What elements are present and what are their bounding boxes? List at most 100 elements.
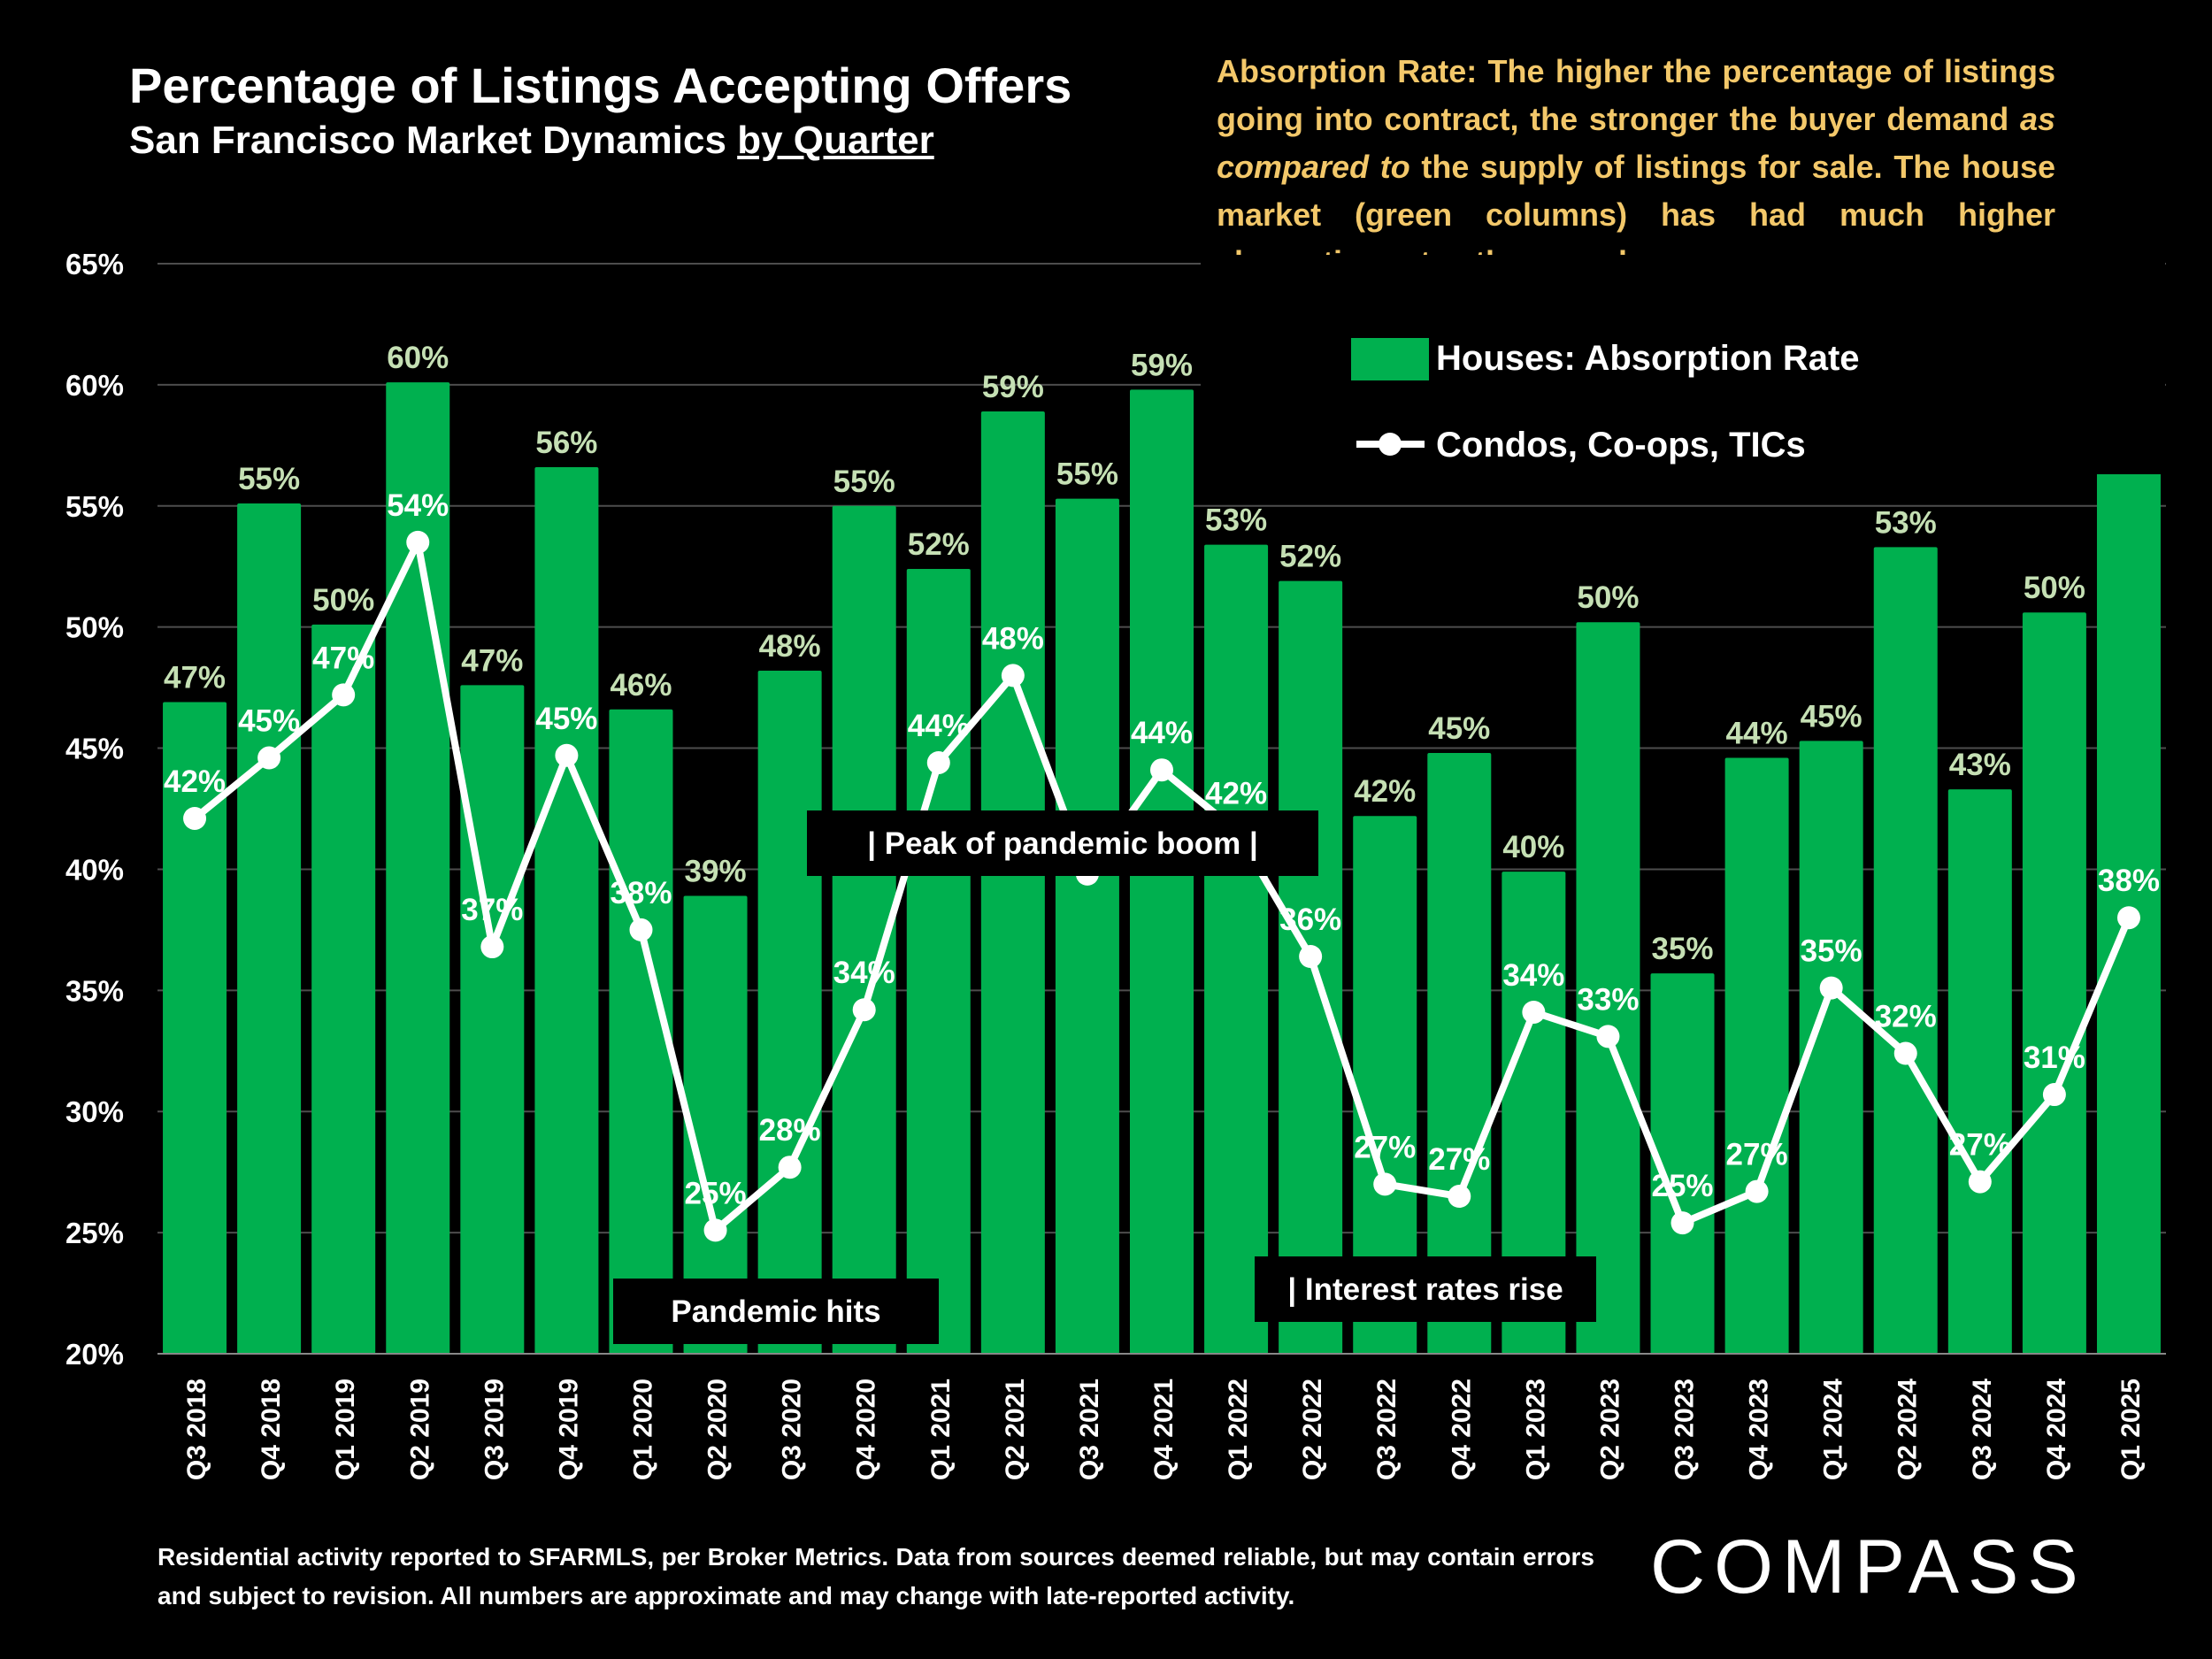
x-tick-label: Q3 2020 (778, 1379, 807, 1480)
condo-point (1373, 1172, 1397, 1196)
bar (386, 382, 450, 1354)
subtitle-text: San Francisco Market Dynamics (129, 119, 738, 162)
condo-point (629, 918, 653, 941)
x-tick-label: Q3 2024 (1968, 1379, 1997, 1480)
x-tick-label: Q4 2023 (1745, 1379, 1774, 1480)
condo-point (703, 1218, 727, 1242)
legend-line-marker (1379, 433, 1402, 456)
bar-data-label: 35% (1651, 932, 1713, 966)
bar (1502, 872, 1566, 1354)
condo-data-label: 27% (1949, 1128, 2011, 1163)
note-part1: Absorption Rate: The higher the percenta… (1217, 53, 2055, 137)
condo-point (1299, 945, 1323, 969)
chart-title: Percentage of Listings Accepting Offers (129, 58, 1072, 113)
condo-data-label: 27% (1428, 1142, 1490, 1177)
condo-data-label: 31% (2024, 1041, 2085, 1075)
x-tick-label: Q1 2019 (331, 1379, 360, 1480)
condo-point (480, 935, 504, 959)
y-tick-label: 25% (65, 1217, 124, 1249)
bar (1576, 622, 1640, 1354)
condo-data-label: 32% (1875, 1000, 1937, 1034)
y-tick-label: 55% (65, 490, 124, 523)
bar-data-label: 40% (1502, 830, 1564, 864)
condo-point (1448, 1185, 1471, 1209)
condo-data-label: 47% (312, 641, 374, 675)
bar (1204, 544, 1269, 1354)
condo-point (1671, 1211, 1694, 1235)
bar-data-label: 43% (1949, 748, 2011, 782)
y-tick-label: 30% (65, 1095, 124, 1128)
condo-data-label: 25% (685, 1176, 747, 1210)
condo-data-label: 28% (759, 1113, 821, 1148)
bar (980, 411, 1045, 1355)
annotation-label: | Interest rates rise (1287, 1272, 1563, 1307)
bar (1947, 789, 2012, 1354)
condo-data-label: 27% (1354, 1130, 1416, 1164)
bar (1724, 757, 1789, 1354)
condo-data-label: 25% (1651, 1169, 1713, 1203)
bar (311, 624, 376, 1354)
condo-point (1893, 1041, 1917, 1065)
bar-data-label: 52% (908, 527, 970, 562)
x-tick-label: Q3 2023 (1671, 1379, 1700, 1480)
legend-condos-label: Condos, Co-ops, TICs (1436, 426, 1806, 465)
bar-data-label: 53% (1875, 505, 1937, 540)
x-tick-label: Q2 2021 (1001, 1379, 1030, 1480)
bar-data-label: 42% (1354, 774, 1416, 809)
bar-data-label: 52% (1279, 540, 1341, 574)
x-tick-label: Q4 2019 (554, 1379, 583, 1480)
x-tick-label: Q1 2022 (1224, 1379, 1253, 1480)
bar-data-label: 46% (610, 668, 672, 703)
condo-point (555, 743, 579, 767)
bar (1427, 753, 1492, 1354)
condo-point (1819, 976, 1843, 1000)
condo-data-label: 45% (238, 704, 300, 739)
x-tick-label: Q4 2018 (257, 1379, 286, 1480)
bar-data-label: 44% (1726, 717, 1788, 751)
x-tick-label: Q3 2022 (1372, 1379, 1402, 1480)
condo-data-label: 38% (2098, 864, 2160, 898)
condo-data-label: 42% (164, 764, 226, 799)
bar-data-label: 55% (1056, 457, 1118, 492)
bar-data-label: 45% (1428, 711, 1490, 746)
bar-data-label: 56% (535, 426, 597, 460)
condo-data-label: 33% (1577, 982, 1639, 1017)
condo-point (406, 530, 430, 554)
condo-point (2042, 1083, 2066, 1107)
annotation-label: Pandemic hits (671, 1294, 880, 1329)
bar (460, 685, 525, 1354)
bar-data-label: 60% (387, 341, 449, 375)
bar (163, 702, 227, 1354)
condo-data-label: 48% (982, 621, 1044, 656)
bar-data-label: 55% (833, 465, 895, 499)
annotation-box (1255, 1256, 1596, 1322)
x-tick-label: Q4 2020 (852, 1379, 881, 1480)
bar (832, 505, 896, 1354)
subtitle-underlined: by Quarter (737, 119, 934, 162)
condo-data-label: 54% (387, 488, 449, 523)
x-tick-label: Q1 2025 (2116, 1379, 2146, 1480)
condo-data-label: 38% (610, 876, 672, 910)
x-tick-label: Q2 2020 (703, 1379, 733, 1480)
condo-point (257, 746, 281, 770)
x-tick-label: Q4 2024 (2042, 1379, 2071, 1480)
bar-data-label: 50% (1577, 580, 1639, 615)
y-tick-label: 20% (65, 1338, 124, 1371)
condo-data-label: 44% (908, 709, 970, 743)
condo-point (1001, 664, 1025, 687)
x-tick-label: Q2 2022 (1298, 1379, 1327, 1480)
condo-data-label: 34% (833, 956, 895, 990)
y-tick-label: 65% (65, 248, 124, 280)
condo-point (1522, 1000, 1546, 1024)
bar (757, 670, 822, 1354)
bar (1055, 498, 1119, 1354)
condo-point (778, 1156, 802, 1179)
annotation-label: | Peak of pandemic boom | (867, 826, 1258, 861)
condo-point (332, 683, 356, 707)
condo-data-label: 45% (535, 702, 597, 736)
bar-data-label: 59% (982, 370, 1044, 404)
condo-data-label: 44% (1131, 716, 1193, 750)
bar (1650, 973, 1715, 1354)
legend-houses-label: Houses: Absorption Rate (1436, 339, 1860, 378)
